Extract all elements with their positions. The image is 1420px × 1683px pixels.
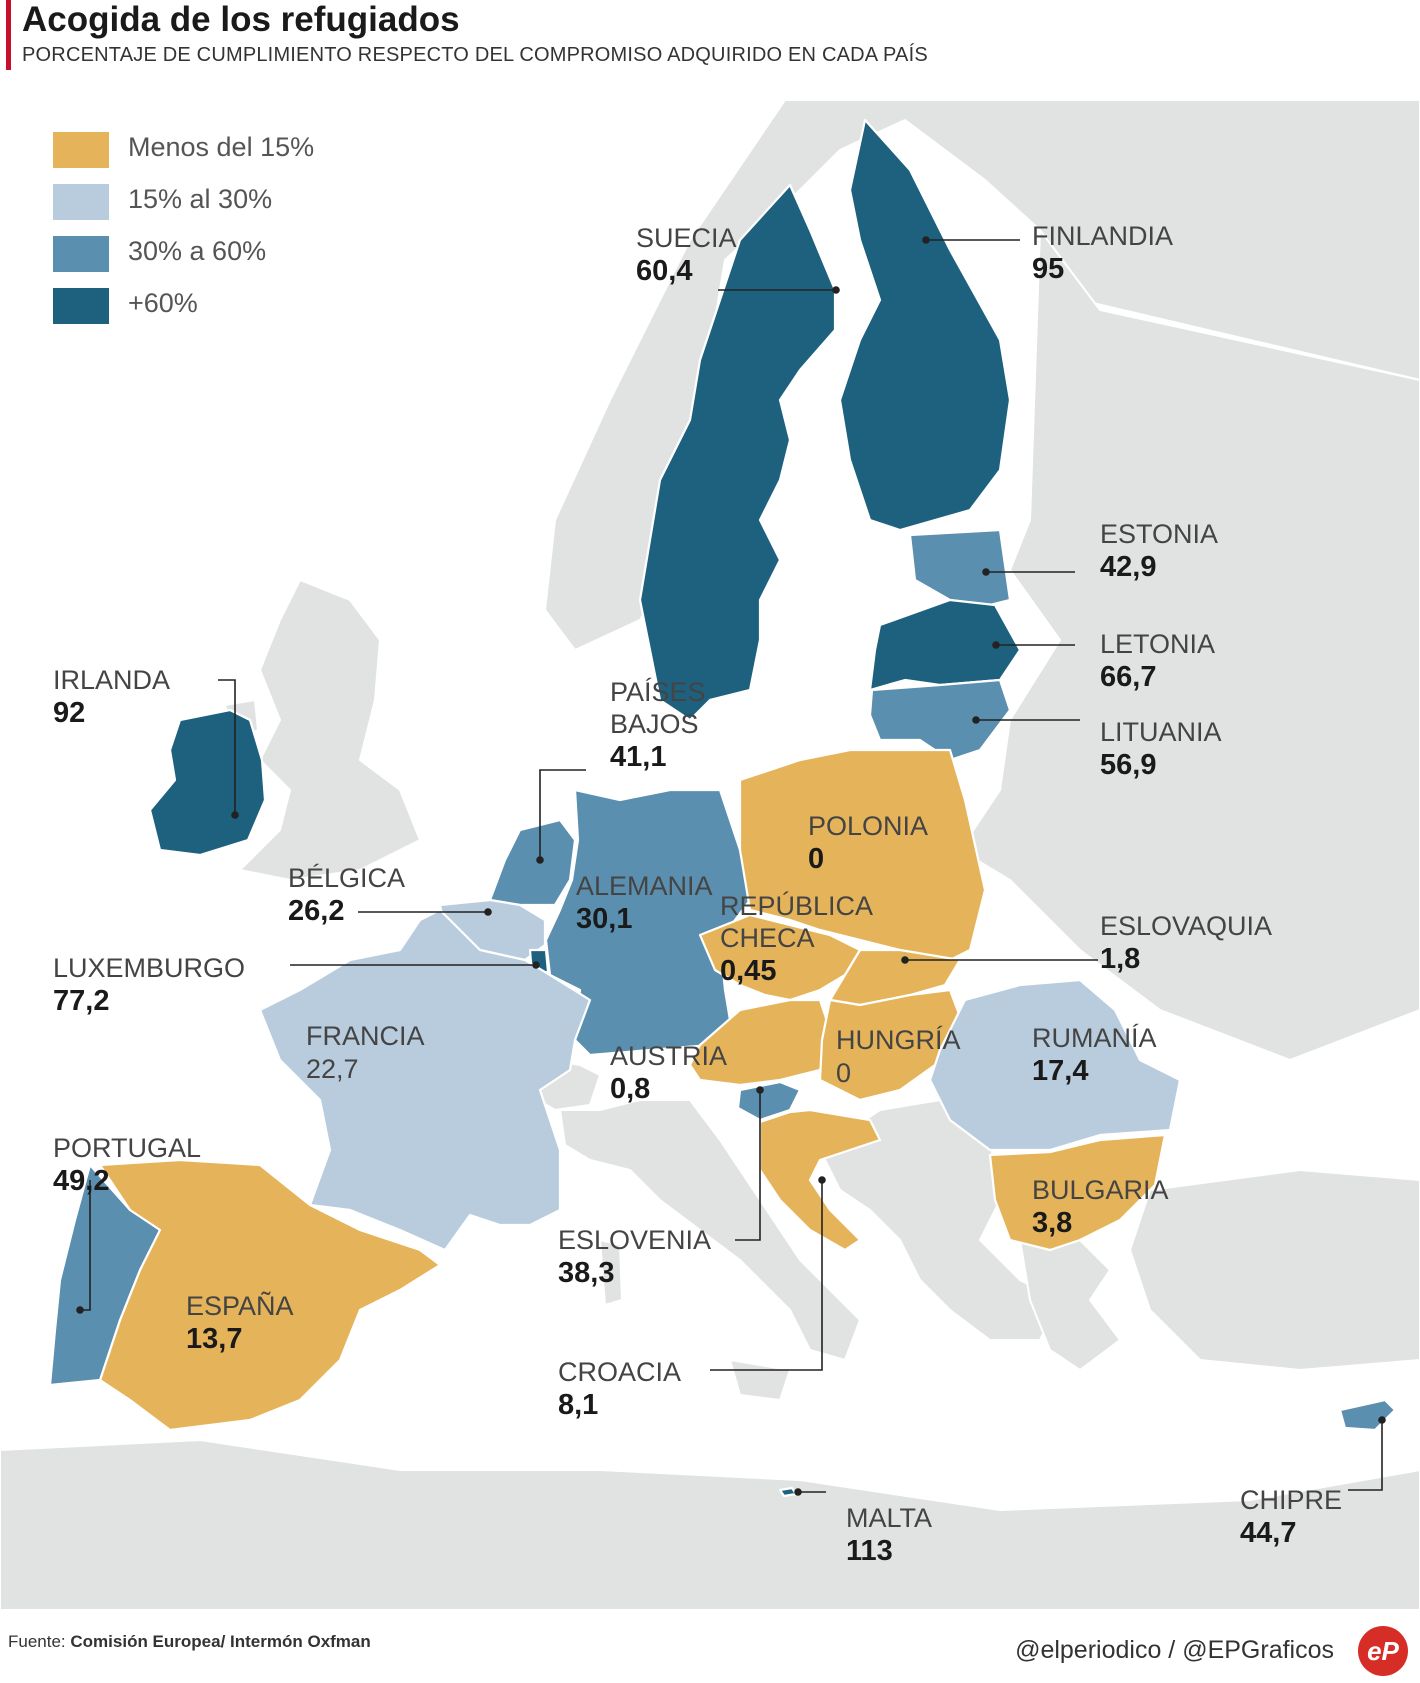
credit-handles: @elperiodico / @EPGraficos	[1015, 1636, 1334, 1664]
eu-countries	[48, 118, 1397, 1498]
sardinia-land	[598, 1238, 624, 1307]
netherlands-shape	[488, 818, 577, 907]
label-latvia: LETONIA 66,7	[1100, 629, 1216, 693]
label-slovenia: ESLOVENIA 38,3	[558, 1225, 712, 1289]
elperiodico-logo: eP	[1358, 1626, 1408, 1676]
label-sweden: SUECIA 60,4	[636, 223, 737, 287]
label-hungary: HUNGRÍA 0	[836, 1025, 961, 1088]
label-poland: POLONIA 0	[808, 811, 929, 875]
estonia-shape	[908, 528, 1012, 607]
non-eu-land	[0, 100, 1420, 1610]
source-prefix: Fuente:	[8, 1632, 66, 1651]
greece-land	[1018, 1239, 1122, 1372]
source-text: Comisión Europea/ Intermón Oxfman	[70, 1632, 371, 1651]
sweden-shape	[638, 183, 837, 722]
russia-land	[958, 227, 1420, 1062]
bulgaria-shape	[988, 1133, 1167, 1252]
malta-shape	[778, 1486, 798, 1498]
lithuania-shape	[868, 678, 1012, 762]
label-france: FRANCIA 22,7	[306, 1021, 425, 1084]
source-note: Fuente: Comisión Europea/ Intermón Oxfma…	[8, 1632, 371, 1652]
page-title: Acogida de los refugiados	[22, 0, 460, 39]
label-ireland: IRLANDA 92	[53, 665, 171, 729]
title-accent-bar	[6, 0, 11, 70]
britain-land	[237, 578, 422, 882]
label-germany: ALEMANIA 30,1	[576, 871, 713, 935]
portugal-shape	[48, 1163, 162, 1387]
slovenia-shape	[736, 1080, 802, 1122]
romania-shape	[928, 978, 1182, 1152]
france-shape	[258, 908, 592, 1252]
north-africa-land	[0, 1438, 1420, 1610]
legend-swatch-0	[53, 132, 109, 168]
page-subtitle: PORCENTAJE DE CUMPLIMIENTO RESPECTO DEL …	[22, 44, 928, 66]
label-austria: AUSTRIA 0,8	[610, 1041, 728, 1105]
czechia-shape	[698, 913, 862, 1002]
legend-label-3: +60%	[128, 288, 198, 318]
label-belgium: BÉLGICA 26,2	[288, 863, 406, 927]
leader-lines	[76, 236, 1386, 1496]
label-finland: FINLANDIA 95	[1032, 221, 1174, 285]
ireland-shape	[148, 708, 267, 857]
label-croatia: CROACIA 8,1	[558, 1357, 682, 1421]
label-bulgaria: BULGARIA 3,8	[1032, 1175, 1169, 1239]
label-estonia: ESTONIA 42,9	[1100, 519, 1219, 583]
label-portugal: PORTUGAL 49,2	[53, 1133, 202, 1197]
finland-shape	[838, 118, 1012, 532]
footer: Fuente: Comisión Europea/ Intermón Oxfma…	[0, 1610, 1420, 1683]
sicily-land	[728, 1358, 792, 1402]
legend-label-1: 15% al 30%	[128, 184, 273, 214]
europe-map: Menos del 15% 15% al 30% 30% a 60% +60% …	[0, 100, 1420, 1610]
map-svg	[0, 100, 1420, 1610]
label-cyprus: CHIPRE 44,7	[1240, 1485, 1343, 1549]
legend-label-2: 30% a 60%	[128, 236, 267, 266]
label-malta: MALTA 113	[846, 1503, 933, 1567]
legend-label-0: Menos del 15%	[128, 132, 315, 162]
label-romania: RUMANÍA 17,4	[1032, 1023, 1157, 1087]
label-lithuania: LITUANIA 56,9	[1100, 717, 1222, 781]
italy-land	[558, 1099, 862, 1362]
legend-swatch-2	[53, 236, 109, 272]
croatia-shape	[758, 1108, 882, 1252]
header: Acogida de los refugiados PORCENTAJE DE …	[0, 0, 1420, 90]
label-czechia: REPÚBLICA CHECA 0,45	[720, 891, 874, 987]
label-slovakia: ESLOVAQUIA 1,8	[1100, 911, 1273, 975]
legend-swatch-1	[53, 184, 109, 220]
legend-swatch-3	[53, 288, 109, 324]
label-spain: ESPAÑA 13,7	[186, 1291, 294, 1355]
turkey-land	[1128, 1168, 1420, 1372]
cyprus-shape	[1338, 1398, 1397, 1432]
label-luxembourg: LUXEMBURGO 77,2	[53, 953, 246, 1017]
label-netherlands: PAÍSES BAJOS 41,1	[610, 677, 706, 773]
